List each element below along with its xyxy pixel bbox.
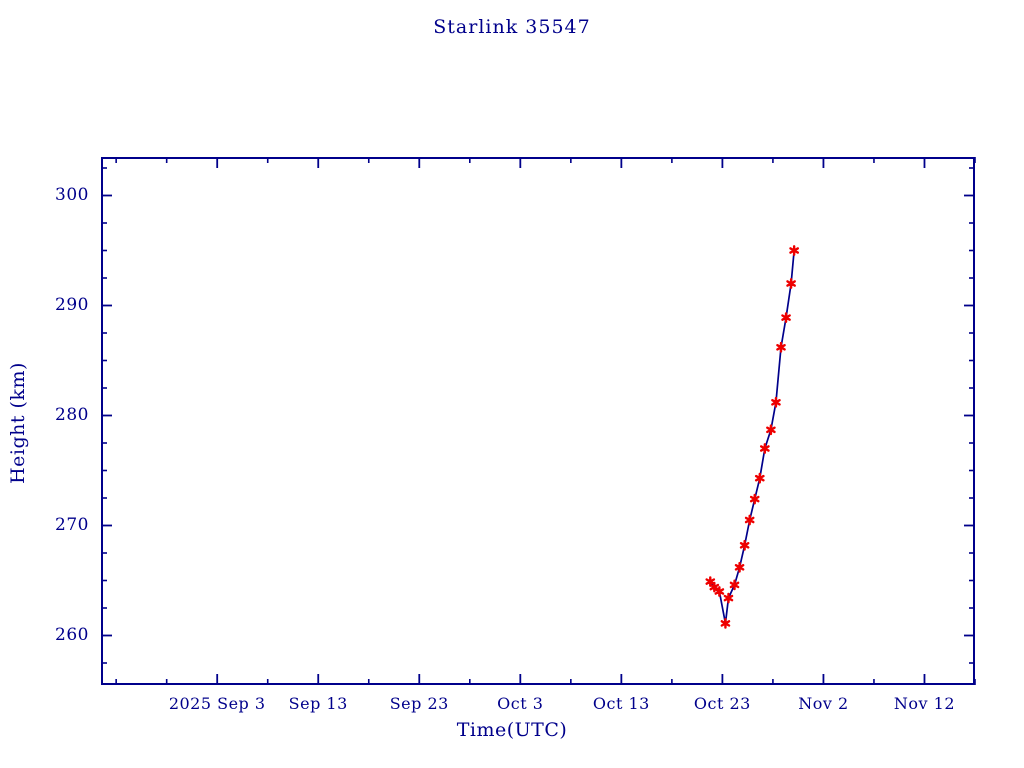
x-tick-label: Nov 12 [893, 694, 956, 713]
x-tick-label: Sep 23 [389, 694, 449, 713]
x-axis-title: Time(UTC) [456, 719, 568, 741]
y-axis-title: Height (km) [7, 362, 29, 484]
y-tick-label: 300 [55, 184, 89, 205]
plot-area [101, 157, 975, 685]
chart-title: Starlink 35547 [433, 16, 591, 38]
x-tick-label: 2025 Sep 3 [168, 694, 266, 713]
x-tick-label: Oct 23 [693, 694, 751, 713]
y-tick-label: 280 [55, 404, 89, 425]
y-tick-label: 260 [55, 624, 89, 645]
y-tick-label: 270 [55, 514, 89, 535]
x-tick-label: Sep 13 [288, 694, 348, 713]
x-tick-label: Nov 2 [798, 694, 849, 713]
x-tick-label: Oct 3 [497, 694, 544, 713]
x-tick-label: Oct 13 [592, 694, 650, 713]
y-tick-label: 290 [55, 294, 89, 315]
